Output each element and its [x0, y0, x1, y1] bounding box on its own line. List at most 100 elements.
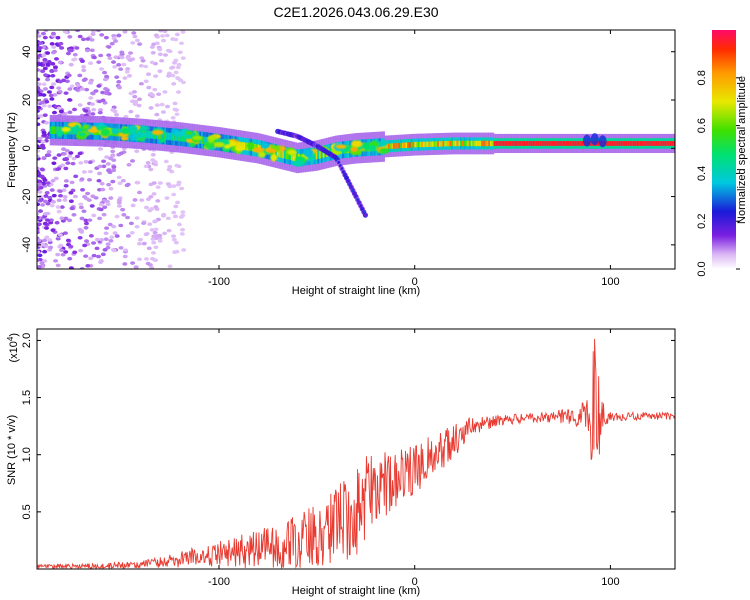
spectrogram-noise-cell — [56, 86, 62, 90]
spectrogram-ridge-core — [403, 142, 407, 149]
spectrogram-noise-cell — [89, 48, 95, 53]
spectrogram-noise-cell — [37, 109, 40, 113]
spectrogram-noise-cell — [41, 53, 47, 58]
spectrogram-noise-cell — [106, 182, 112, 187]
spectrogram-ridge-core — [202, 136, 206, 145]
spectrogram-ridge-core — [438, 141, 442, 147]
spectrogram-ridge-core — [486, 140, 489, 147]
spectrogram-noise-cell — [41, 82, 47, 87]
spectrogram-noise-cell — [180, 30, 186, 34]
spectrogram-ridge-core — [199, 136, 202, 144]
spectrogram-ridge-core — [83, 127, 86, 135]
spectrogram-ridge-core — [530, 141, 533, 146]
spectrogram-noise-cell — [181, 248, 187, 252]
spectrogram-ridge-core — [463, 140, 467, 147]
spectrogram-noise-cell — [37, 100, 40, 104]
spectrogram-noise-cell — [37, 171, 40, 176]
spectrogram-noise-cell — [78, 161, 84, 165]
spectrogram-noise-cell — [104, 155, 110, 159]
spectrogram-noise-cell — [57, 79, 63, 84]
spectrogram-noise-cell — [97, 164, 103, 169]
spectrogram-marks — [37, 30, 675, 269]
spectrogram-noise-cell — [114, 113, 120, 117]
spectrogram-ridge-core — [317, 151, 320, 159]
spectrogram-noise-cell — [143, 164, 149, 169]
spectrogram-ridge-core — [643, 141, 646, 146]
spectrogram-ridge-blob — [293, 160, 305, 167]
spectrogram-noise-cell — [179, 41, 185, 46]
spectrogram-noise-cell — [48, 245, 54, 250]
spectrogram-noise-cell — [57, 60, 63, 65]
spectrogram-ridge-core — [421, 141, 424, 148]
spectrogram-noise-cell — [111, 165, 117, 169]
spectrogram-ridge-blob — [189, 142, 196, 147]
spectrogram-ridge-core — [484, 140, 488, 147]
spectrogram-noise-cell — [37, 223, 41, 227]
spectrogram-noise-cell — [62, 195, 68, 199]
spectrogram-noise-cell — [41, 103, 47, 108]
spectrogram-noise-cell — [37, 62, 43, 67]
spectrogram-noise-cell — [154, 112, 160, 117]
spectrogram-noise-cell — [51, 45, 57, 49]
spectrogram-ridge-core — [174, 133, 178, 141]
spectrogram-noise-cell — [78, 202, 84, 207]
spectrogram-noise-cell — [57, 189, 63, 194]
spectrogram-noise-cell — [153, 74, 159, 78]
spectrogram-ridge-core — [632, 141, 636, 146]
spectrogram-noise-cell — [81, 64, 87, 69]
spectrogram-noise-cell — [37, 182, 43, 187]
spectrogram-noise-cell — [173, 240, 179, 245]
spectrogram-noise-cell — [153, 227, 159, 232]
spectrogram-noise-cell — [116, 200, 122, 205]
spectrogram-noise-cell — [74, 87, 80, 92]
spectrogram-noise-cell — [56, 153, 62, 157]
spectrogram-noise-cell — [137, 42, 143, 46]
spectrogram-noise-cell — [85, 191, 91, 196]
spectrogram-noise-cell — [143, 232, 149, 237]
spectrogram-noise-cell — [90, 91, 96, 96]
spectrogram-noise-cell — [43, 194, 49, 198]
spectrogram-noise-cell — [69, 180, 75, 185]
spectrogram-ridge-core — [458, 140, 461, 147]
spectrogram-noise-cell — [140, 58, 146, 63]
spectrogram-noise-cell — [137, 190, 143, 195]
spectrogram-noise-cell — [42, 57, 48, 62]
spectrogram-noise-cell — [122, 262, 128, 266]
spectrogram-noise-cell — [37, 187, 40, 192]
spectrogram-ridge-blob — [120, 127, 131, 135]
spectrogram-ridge-core — [243, 142, 246, 150]
spectrogram-ridge-core — [322, 150, 326, 158]
spectrogram-noise-cell — [98, 260, 104, 264]
spectrogram-ridge-blob — [234, 145, 245, 152]
spectrogram-noise-cell — [55, 205, 61, 209]
spectrogram-noise-cell — [59, 205, 65, 209]
spectrogram-noise-cell — [153, 205, 159, 209]
spectrogram-noise-cell — [180, 56, 186, 60]
spectrogram-noise-cell — [59, 216, 65, 220]
spectrogram-noise-cell — [162, 90, 168, 94]
spectrogram-noise-cell — [170, 115, 176, 120]
spectrogram-noise-cell — [50, 62, 56, 66]
spectrogram-ridge-blob — [128, 126, 137, 134]
spectrogram-ridge-core — [416, 141, 419, 148]
spectrogram-noise-cell — [120, 178, 126, 183]
spectrogram-ridge-core — [461, 140, 465, 147]
spectrogram-noise-cell — [67, 48, 73, 53]
spectrogram-noise-cell — [174, 112, 180, 117]
spectrogram-noise-cell — [45, 77, 51, 82]
spectrogram-noise-cell — [134, 38, 140, 43]
spectrogram-noise-cell — [151, 240, 157, 245]
spectrogram-noise-cell — [112, 109, 118, 114]
spectrogram-ridge-core — [389, 143, 393, 149]
spectrogram-ridge-core — [320, 150, 324, 159]
spectrogram-ridge-core — [424, 141, 428, 148]
spectrogram-noise-cell — [148, 195, 154, 199]
spectrogram-noise-cell — [71, 156, 77, 161]
spectrogram-ridge-core — [646, 141, 650, 146]
spectrogram-noise-cell — [68, 199, 74, 204]
spectrogram-ridge-core — [613, 141, 616, 146]
spectrogram-noise-cell — [49, 85, 55, 90]
spectrogram-noise-cell — [52, 93, 58, 97]
spectrogram-ridge-core — [618, 141, 622, 146]
spectrogram-ridge-core — [291, 152, 294, 161]
